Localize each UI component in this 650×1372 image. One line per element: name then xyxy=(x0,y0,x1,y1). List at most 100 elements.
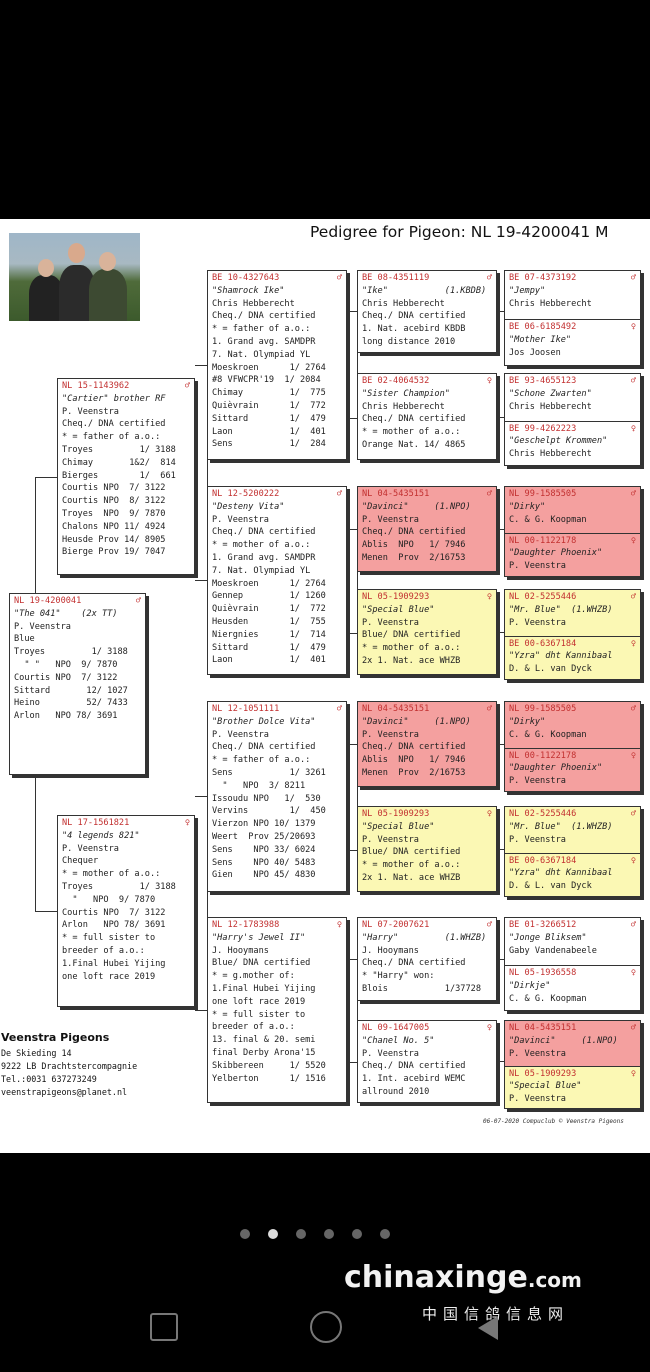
page-dot[interactable] xyxy=(380,1229,390,1239)
ring-number: NL 99-1585505 ♂ xyxy=(505,487,640,501)
pigeon-card: BE 02-4064532 ♀ "Sister Champion" Chris Heb… xyxy=(357,373,497,460)
pigeon-info-line: final Derby Arona'15 xyxy=(212,1047,316,1058)
pigeon-subcard: NL 02-5255446 ♂ "Mr. Blue" (1.WHZB) P. Veen… xyxy=(505,590,640,636)
pigeon-name: "Jempy" xyxy=(509,285,546,296)
pigeon-info-line: P. Veenstra xyxy=(362,834,419,845)
pigeon-subcard: BE 00-6367184 ♀ "Yzra" dht Kannibaal D. & L… xyxy=(505,852,640,896)
ring-number-text: BE 00-6367184 xyxy=(509,638,577,649)
pigeon-card: NL 12-5200222 ♂ "Desteny Vita" P. Veenstra C… xyxy=(207,486,347,675)
page-dot[interactable] xyxy=(296,1229,306,1239)
sex-icon: ♀ xyxy=(184,818,190,828)
pigeon-info-line: Blue/ DNA certified xyxy=(362,847,461,858)
ring-number: NL 12-5200222 ♂ xyxy=(208,487,346,501)
breeder-email[interactable]: veenstrapigeons@planet.nl xyxy=(1,1087,128,1097)
ring-number-text: NL 99-1585505 xyxy=(509,704,577,714)
pigeon-info-line: Bierges 1/ 661 xyxy=(62,470,176,481)
pigeon-name: "Geschelpt Krommen" xyxy=(509,436,608,447)
pigeon-pair-card: NL 99-1585505 ♂ "Dirky" C. & G. Koopman NL 0… xyxy=(504,486,641,577)
pigeon-info-line: 2x 1. Nat. ace WHZB xyxy=(362,655,461,666)
breeder-phone: Tel.:0031 637273249 xyxy=(1,1074,97,1084)
sex-icon: ♂ xyxy=(630,704,636,714)
pigeon-info-line: Chris Hebberecht xyxy=(212,298,295,309)
sex-icon: ♀ xyxy=(486,376,492,386)
pigeon-name: "Chanel No. 5" xyxy=(362,1035,435,1046)
pigeon-card: NL 04-5435151 ♂ "Davinci" (1.NPO) P. Veenst… xyxy=(357,486,497,572)
home-button[interactable] xyxy=(310,1311,342,1343)
ring-number: NL 17-1561821 ♀ xyxy=(58,816,194,830)
pigeon-info-line: Heusden 1/ 755 xyxy=(212,616,326,627)
ring-number-text: BE 01-3266512 xyxy=(509,920,577,930)
ring-number-text: BE 07-4373192 xyxy=(509,273,577,283)
connector xyxy=(497,849,504,850)
pigeon-name: "Harry" (1.WHZB) xyxy=(362,932,487,943)
sex-icon: ♂ xyxy=(135,596,141,606)
connector xyxy=(347,744,358,851)
pigeon-info-line: Yelberton 1/ 1516 xyxy=(212,1073,326,1084)
pigeon-info-line: Chris Hebberecht xyxy=(362,401,445,412)
page-dot[interactable] xyxy=(240,1229,250,1239)
pigeon-subcard: NL 02-5255446 ♂ "Mr. Blue" (1.WHZB) P. Veen… xyxy=(505,807,640,853)
pigeon-info-line: Sittard 1/ 479 xyxy=(212,642,326,653)
page-indicator[interactable] xyxy=(240,1229,390,1239)
ring-number-text: NL 05-1909293 xyxy=(362,809,430,819)
ring-number-text: NL 04-5435151 xyxy=(362,704,430,714)
pigeon-card: NL 09-1647005 ♀ "Chanel No. 5" P. Veenstra C… xyxy=(357,1020,497,1103)
pigeon-info-line: Cheq./ DNA certified xyxy=(362,958,466,969)
pigeon-info-line: Courtis NPO 7/ 3122 xyxy=(14,672,118,683)
sex-icon: ♂ xyxy=(184,381,190,391)
pigeon-info-line: * = father of a.o.: xyxy=(212,755,311,766)
ring-number-text: BE 93-4655123 xyxy=(509,376,577,386)
recent-apps-button[interactable] xyxy=(150,1313,178,1341)
connector xyxy=(347,959,358,1063)
ring-number: NL 12-1051111 ♂ xyxy=(208,702,346,716)
pigeon-info-line: " " NPO 9/ 7870 xyxy=(14,659,118,670)
pigeon-info-line: J. Hooymans xyxy=(362,945,419,956)
pigeon-info-line: Sens NPO 40/ 5483 xyxy=(212,857,316,868)
pigeon-info-line: * = g.mother of: xyxy=(212,971,295,982)
pigeon-card: NL 19-4200041 ♂ "The 041" (2x TT) P. Veenst… xyxy=(9,593,146,775)
pigeon-info-line: Laon 1/ 401 xyxy=(212,426,326,437)
ring-number-text: NL 02-5255446 xyxy=(509,592,577,602)
pigeon-info-line: Heusde Prov 14/ 8905 xyxy=(62,534,166,545)
pigeon-name: "Dirkje" xyxy=(509,980,551,991)
ring-number-text: BE 00-6367184 xyxy=(509,855,577,866)
sex-icon: ♂ xyxy=(486,920,492,930)
connector xyxy=(497,1061,504,1062)
pigeon-info-line: " NPO 3/ 8211 xyxy=(212,780,306,791)
pigeon-info-line: Chris Hebberecht xyxy=(362,298,445,309)
pigeon-info-line: Quièvrain 1/ 772 xyxy=(212,400,326,411)
pigeon-subcard: BE 93-4655123 ♂ "Schone Zwarten" Chris Hebb… xyxy=(505,374,640,421)
pigeon-info-line: Skibbereen 1/ 5520 xyxy=(212,1060,326,1071)
pigeon-info-line: Chimay 1/ 775 xyxy=(212,388,326,399)
connector xyxy=(347,529,358,634)
pigeon-info-line: 7. Nat. Olympiad YL xyxy=(212,349,311,360)
pigeon-name: "Mr. Blue" (1.WHZB) xyxy=(509,821,613,832)
connector xyxy=(497,632,504,633)
page-dot[interactable] xyxy=(324,1229,334,1239)
pigeon-info-line: Cheq./ DNA certified xyxy=(62,419,166,430)
pigeon-info-line: 13. final & 20. semi xyxy=(212,1035,316,1046)
connector xyxy=(497,959,504,960)
page-dot-active[interactable] xyxy=(268,1229,278,1239)
pigeon-info-line: breeder of a.o.: xyxy=(62,945,145,956)
pigeon-info-line: Arlon NPO 78/ 3691 xyxy=(14,711,118,722)
breeder-city: 9222 LB Drachtstercompagnie xyxy=(1,1061,138,1071)
sex-icon: ♀ xyxy=(630,968,636,978)
watermark-suffix: .com xyxy=(527,1268,582,1292)
sex-icon: ♂ xyxy=(630,376,636,386)
pigeon-info-line: P. Veenstra xyxy=(509,561,566,572)
ring-number: NL 02-5255446 ♂ xyxy=(505,807,640,821)
pigeon-info-line: Cheq./ DNA certified xyxy=(212,742,316,753)
pigeon-subcard: NL 05-1909293 ♀ "Special Blue" P. Veenstra xyxy=(505,1065,640,1108)
pigeon-info-line: Courtis NPO 7/ 3122 xyxy=(62,483,166,494)
pigeon-info-line: Moeskroen 1/ 2764 xyxy=(212,362,326,373)
back-button[interactable] xyxy=(478,1316,498,1340)
connector xyxy=(497,417,504,418)
pigeon-card: NL 05-1909293 ♀ "Special Blue" P. Veenstra B… xyxy=(357,589,497,675)
pigeon-name: "Jonge Bliksem" xyxy=(509,932,587,943)
pigeon-name: "Special Blue" xyxy=(362,604,435,615)
sex-icon: ♀ xyxy=(630,638,636,649)
ring-number-text: NL 12-1051111 xyxy=(212,704,280,714)
page-dot[interactable] xyxy=(352,1229,362,1239)
pigeon-info-line: P. Veenstra xyxy=(509,1048,566,1059)
